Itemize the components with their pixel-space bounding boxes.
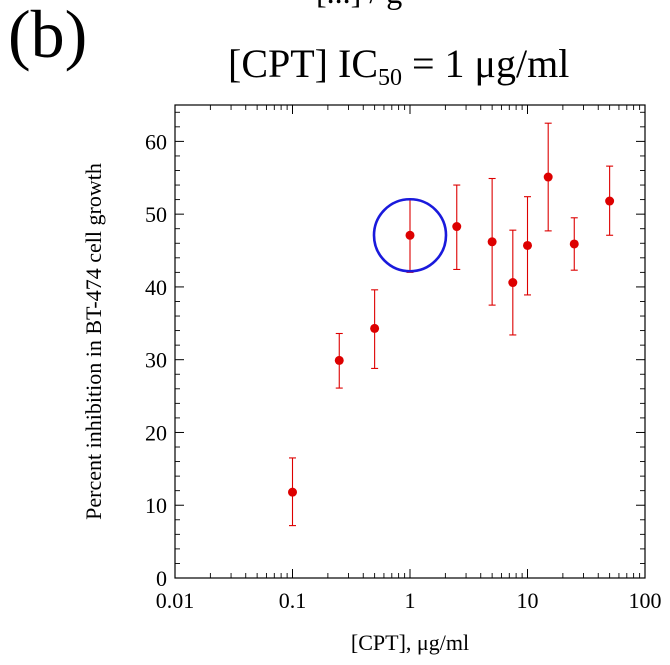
- x-tick-label: 0.1: [279, 588, 307, 613]
- axis-ticks: [174, 105, 646, 579]
- plot-area-frame: [174, 104, 646, 579]
- clipped-top-text: [...] / g: [316, 0, 402, 8]
- panel-label: (b): [8, 0, 88, 72]
- x-tick-label: 10: [517, 588, 539, 613]
- data-point: [543, 172, 553, 182]
- data-point: [523, 240, 532, 250]
- highlight-layer: [372, 197, 448, 273]
- x-axis-label: [CPT], μg/ml: [351, 630, 469, 655]
- chart-title-prefix: [CPT] IC: [228, 41, 378, 86]
- data-point: [288, 487, 297, 497]
- y-tick-label: 30: [145, 348, 167, 373]
- data-point: [405, 230, 415, 240]
- axis-tick-labels: 0.01 0.1 1 10 100 0 10 20 30 40 50 60: [145, 129, 662, 613]
- y-tick-label: 0: [156, 566, 167, 591]
- error-bars: [289, 122, 614, 527]
- x-tick-label: 100: [629, 588, 662, 613]
- y-tick-label: 50: [145, 202, 167, 227]
- x-tick-label: 0.01: [156, 588, 195, 613]
- data-point: [452, 222, 462, 232]
- data-point: [605, 196, 615, 206]
- chart-title-suffix: = 1 μg/ml: [402, 41, 570, 86]
- y-tick-label: 20: [145, 420, 167, 445]
- y-tick-label: 40: [145, 275, 167, 300]
- y-tick-label: 60: [145, 129, 167, 154]
- chart-title-subscript: 50: [378, 65, 402, 91]
- data-points: [288, 172, 615, 497]
- data-point: [569, 239, 579, 249]
- highlight-circle: [372, 197, 448, 273]
- data-point: [334, 355, 344, 365]
- x-tick-label: 1: [405, 588, 416, 613]
- data-point: [370, 323, 380, 333]
- data-point: [508, 278, 518, 288]
- data-point: [487, 237, 497, 247]
- y-axis-label: Percent inhibition in BT-474 cell growth: [81, 163, 106, 520]
- y-tick-label: 10: [145, 493, 167, 518]
- chart-title: [CPT] IC50 = 1 μg/ml: [228, 41, 570, 91]
